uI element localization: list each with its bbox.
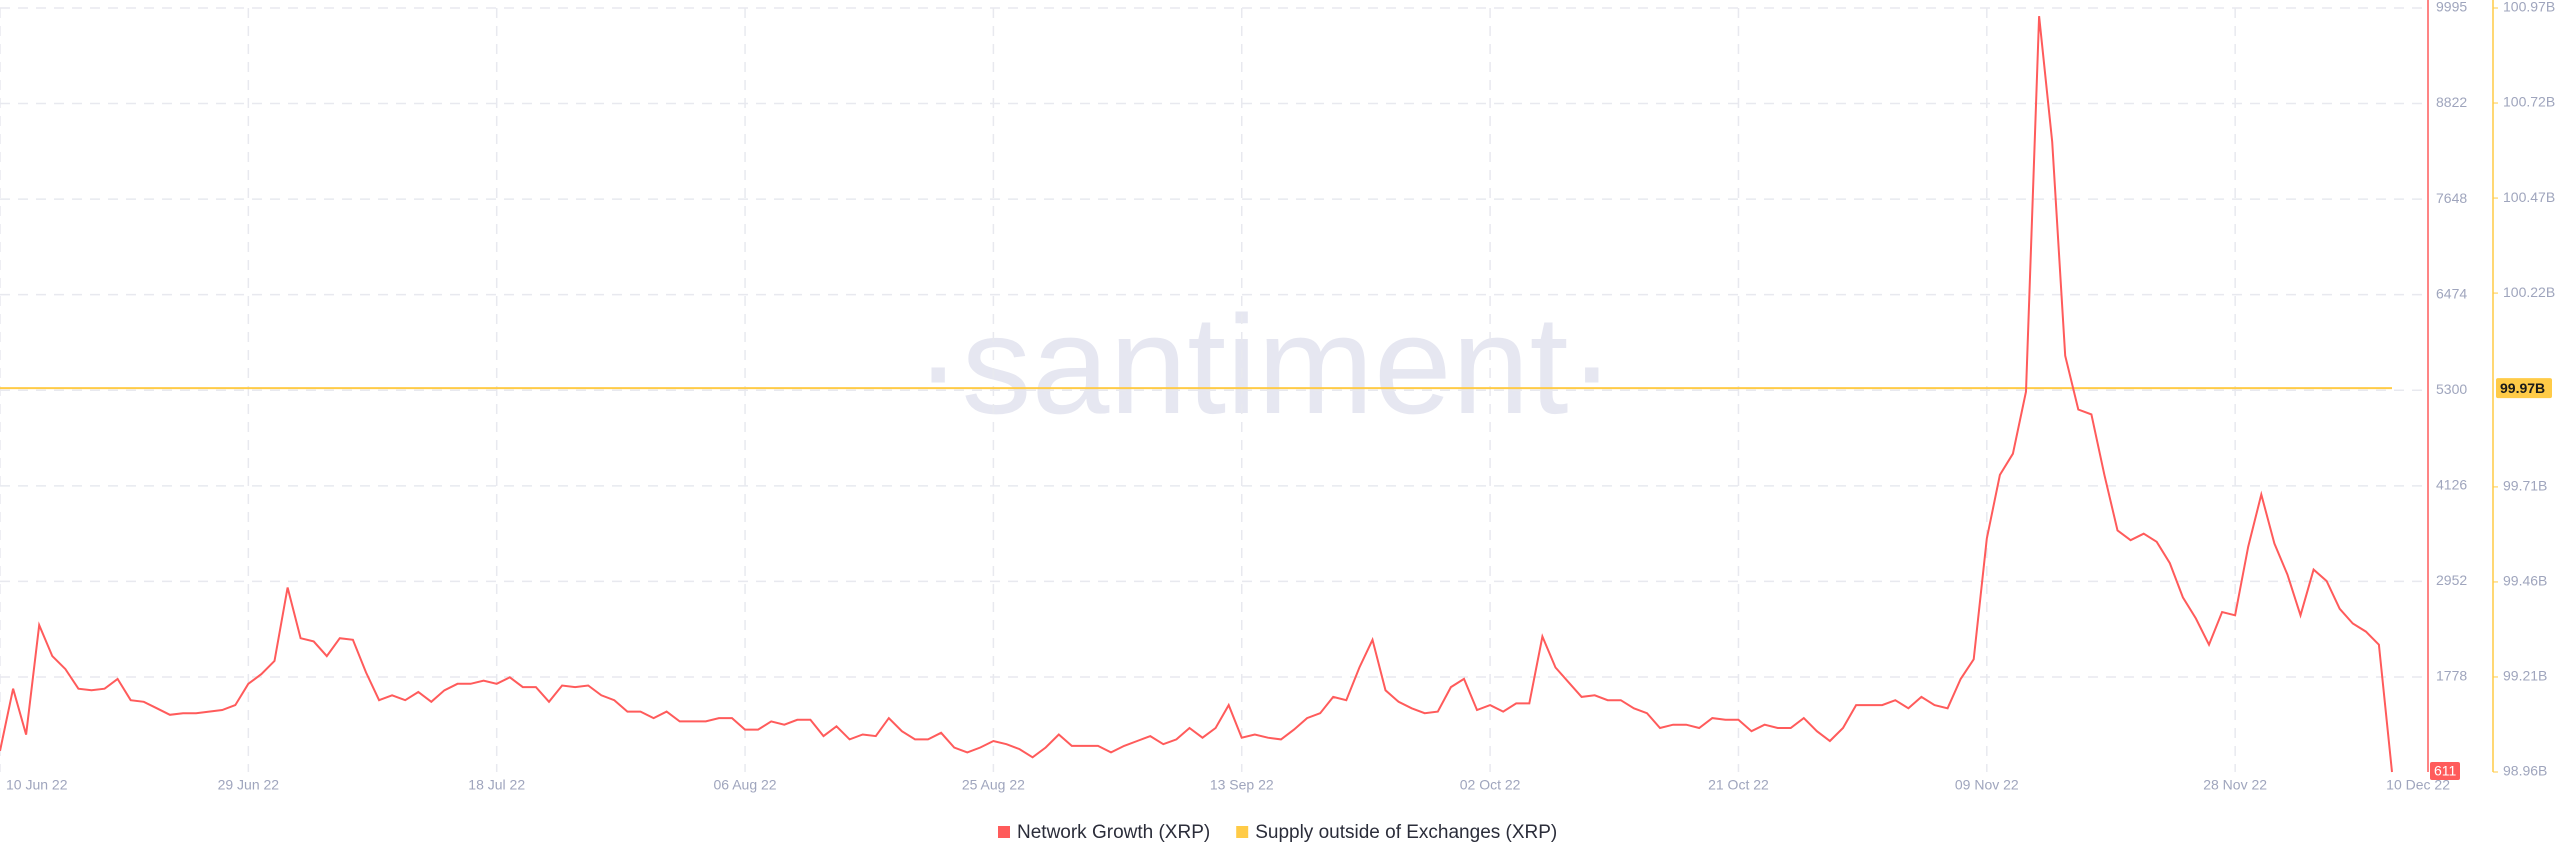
watermark: ·santiment· — [915, 286, 1615, 443]
legend-label: Network Growth (XRP) — [1017, 822, 1210, 843]
legend-swatch — [998, 826, 1010, 838]
x-tick-label: 21 Oct 22 — [1708, 777, 1769, 793]
y2-tick-label: 99.71B — [2503, 478, 2547, 494]
y-tick-label: 6474 — [2436, 285, 2467, 301]
x-tick-label: 25 Aug 22 — [962, 777, 1025, 793]
x-tick-label: 10 Jun 22 — [6, 777, 68, 793]
x-tick-label: 02 Oct 22 — [1460, 777, 1521, 793]
y-tick-label: 2952 — [2436, 572, 2467, 588]
last-value-label: 99.97B — [2500, 380, 2545, 396]
x-tick-label: 18 Jul 22 — [468, 777, 525, 793]
y2-tick-label: 99.21B — [2503, 668, 2547, 684]
y-tick-label: 4126 — [2436, 477, 2467, 493]
legend-label: Supply outside of Exchanges (XRP) — [1255, 822, 1557, 843]
y-tick-label: 5300 — [2436, 381, 2467, 397]
y2-tick-label: 100.47B — [2503, 189, 2555, 205]
series-line — [0, 15, 2393, 773]
last-value-badge — [2430, 762, 2460, 780]
x-tick-label: 28 Nov 22 — [2203, 777, 2267, 793]
last-value-badge — [2496, 378, 2552, 399]
y-tick-label: 8822 — [2436, 94, 2467, 110]
legend-swatch — [1236, 826, 1249, 838]
y2-tick-label: 100.97B — [2503, 0, 2555, 15]
y2-tick-label: 99.46B — [2503, 573, 2547, 589]
y2-tick-label: 98.96B — [2503, 763, 2547, 779]
last-value-label: 611 — [2434, 763, 2457, 779]
x-tick-label: 06 Aug 22 — [714, 777, 777, 793]
x-tick-label: 13 Sep 22 — [1210, 777, 1274, 793]
x-tick-label: 29 Jun 22 — [218, 777, 280, 793]
x-tick-label: 10 Dec 22 — [2386, 777, 2450, 793]
y2-tick-label: 100.72B — [2503, 94, 2555, 110]
x-tick-label: 09 Nov 22 — [1955, 777, 2019, 793]
y-tick-label: 9995 — [2436, 0, 2467, 15]
y-tick-label: 1778 — [2436, 668, 2467, 684]
y2-tick-label: 100.22B — [2503, 284, 2555, 300]
y-tick-label: 7648 — [2436, 190, 2467, 206]
